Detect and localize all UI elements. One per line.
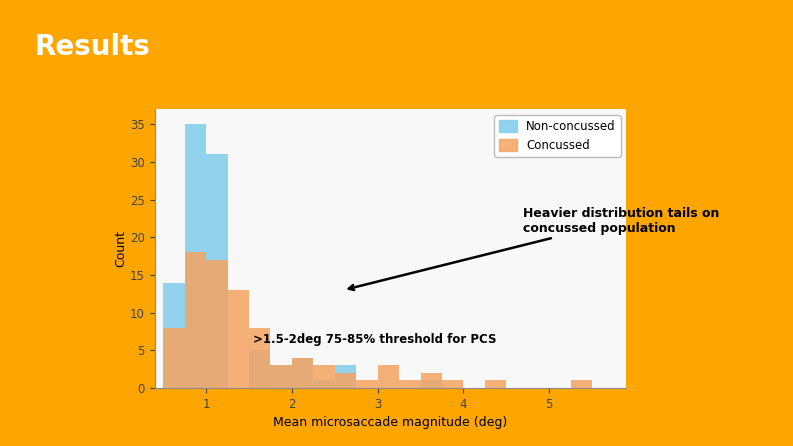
Y-axis label: Count: Count: [114, 230, 127, 267]
Bar: [571, 380, 592, 388]
Bar: [292, 358, 313, 388]
Bar: [206, 154, 228, 388]
Bar: [313, 365, 335, 388]
Bar: [420, 373, 442, 388]
Bar: [485, 380, 507, 388]
Bar: [292, 358, 313, 388]
Text: Heavier distribution tails on
concussed population: Heavier distribution tails on concussed …: [349, 207, 719, 290]
Bar: [228, 290, 249, 388]
Bar: [163, 328, 185, 388]
Bar: [249, 351, 270, 388]
Bar: [249, 328, 270, 388]
X-axis label: Mean microsaccade magnitude (deg): Mean microsaccade magnitude (deg): [274, 416, 508, 429]
Bar: [270, 365, 292, 388]
Legend: Non-concussed, Concussed: Non-concussed, Concussed: [494, 115, 621, 157]
Bar: [356, 380, 377, 388]
Bar: [270, 365, 292, 388]
Bar: [377, 365, 399, 388]
Bar: [335, 365, 356, 388]
Bar: [185, 124, 206, 388]
Bar: [206, 260, 228, 388]
Bar: [420, 380, 442, 388]
Bar: [335, 373, 356, 388]
Bar: [185, 252, 206, 388]
Text: Results: Results: [35, 33, 151, 61]
Bar: [399, 380, 420, 388]
Bar: [313, 380, 335, 388]
Bar: [163, 283, 185, 388]
Text: >1.5-2deg 75-85% threshold for PCS: >1.5-2deg 75-85% threshold for PCS: [253, 333, 496, 346]
Bar: [442, 380, 463, 388]
